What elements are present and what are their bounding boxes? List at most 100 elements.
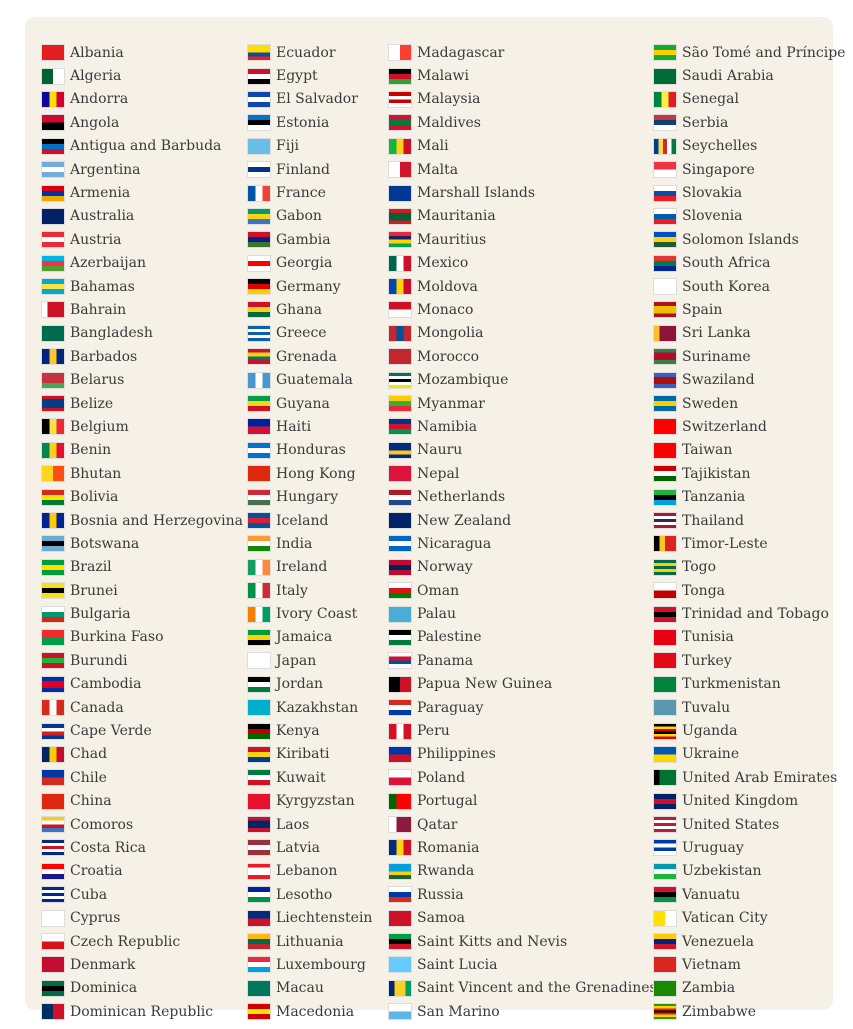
country-item[interactable]: Brunei <box>42 579 243 602</box>
country-item[interactable]: Comoros <box>42 813 243 836</box>
country-item[interactable]: Singapore <box>654 158 845 181</box>
country-item[interactable]: Uzbekistan <box>654 860 845 883</box>
country-item[interactable]: Germany <box>248 275 372 298</box>
country-item[interactable]: Malta <box>389 158 657 181</box>
country-item[interactable]: Peru <box>389 719 657 742</box>
country-item[interactable]: Cyprus <box>42 906 243 929</box>
country-item[interactable]: Dominica <box>42 977 243 1000</box>
country-item[interactable]: Togo <box>654 556 845 579</box>
country-item[interactable]: Jordan <box>248 673 372 696</box>
country-item[interactable]: Sri Lanka <box>654 322 845 345</box>
country-item[interactable]: Bosnia and Herzegovina <box>42 509 243 532</box>
country-item[interactable]: Samoa <box>389 906 657 929</box>
country-item[interactable]: Algeria <box>42 64 243 87</box>
country-item[interactable]: Tunisia <box>654 626 845 649</box>
country-item[interactable]: Ivory Coast <box>248 602 372 625</box>
country-item[interactable]: Nicaragua <box>389 532 657 555</box>
country-item[interactable]: Benin <box>42 439 243 462</box>
country-item[interactable]: Hong Kong <box>248 462 372 485</box>
country-item[interactable]: Slovakia <box>654 181 845 204</box>
country-item[interactable]: Monaco <box>389 298 657 321</box>
country-item[interactable]: Chad <box>42 743 243 766</box>
country-item[interactable]: Madagascar <box>389 41 657 64</box>
country-item[interactable]: United Kingdom <box>654 790 845 813</box>
country-item[interactable]: Belarus <box>42 368 243 391</box>
country-item[interactable]: Suriname <box>654 345 845 368</box>
country-item[interactable]: Mexico <box>389 252 657 275</box>
country-item[interactable]: Qatar <box>389 813 657 836</box>
country-item[interactable]: Laos <box>248 813 372 836</box>
country-item[interactable]: Antigua and Barbuda <box>42 135 243 158</box>
country-item[interactable]: Barbados <box>42 345 243 368</box>
country-item[interactable]: Turkey <box>654 649 845 672</box>
country-item[interactable]: India <box>248 532 372 555</box>
country-item[interactable]: Denmark <box>42 953 243 976</box>
country-item[interactable]: Bangladesh <box>42 322 243 345</box>
country-item[interactable]: Malawi <box>389 64 657 87</box>
country-item[interactable]: Burundi <box>42 649 243 672</box>
country-item[interactable]: Australia <box>42 205 243 228</box>
country-item[interactable]: Croatia <box>42 860 243 883</box>
country-item[interactable]: Saint Vincent and the Grenadines <box>389 977 657 1000</box>
country-item[interactable]: United States <box>654 813 845 836</box>
country-item[interactable]: San Marino <box>389 1000 657 1023</box>
country-item[interactable]: Bhutan <box>42 462 243 485</box>
country-item[interactable]: Vatican City <box>654 906 845 929</box>
country-item[interactable]: Cambodia <box>42 673 243 696</box>
country-item[interactable]: Armenia <box>42 181 243 204</box>
country-item[interactable]: Lebanon <box>248 860 372 883</box>
country-item[interactable]: Nepal <box>389 462 657 485</box>
country-item[interactable]: Venezuela <box>654 930 845 953</box>
country-item[interactable]: Dominican Republic <box>42 1000 243 1023</box>
country-item[interactable]: Bahrain <box>42 298 243 321</box>
country-item[interactable]: Slovenia <box>654 205 845 228</box>
country-item[interactable]: Thailand <box>654 509 845 532</box>
country-item[interactable]: Bahamas <box>42 275 243 298</box>
country-item[interactable]: Portugal <box>389 790 657 813</box>
country-item[interactable]: Cape Verde <box>42 719 243 742</box>
country-item[interactable]: Argentina <box>42 158 243 181</box>
country-item[interactable]: Tanzania <box>654 485 845 508</box>
country-item[interactable]: Spain <box>654 298 845 321</box>
country-item[interactable]: Senegal <box>654 88 845 111</box>
country-item[interactable]: Grenada <box>248 345 372 368</box>
country-item[interactable]: Swaziland <box>654 368 845 391</box>
country-item[interactable]: Honduras <box>248 439 372 462</box>
country-item[interactable]: Mongolia <box>389 322 657 345</box>
country-item[interactable]: São Tomé and Príncipe <box>654 41 845 64</box>
country-item[interactable]: Czech Republic <box>42 930 243 953</box>
country-item[interactable]: Turkmenistan <box>654 673 845 696</box>
country-item[interactable]: Switzerland <box>654 415 845 438</box>
country-item[interactable]: Serbia <box>654 111 845 134</box>
country-item[interactable]: Brazil <box>42 556 243 579</box>
country-item[interactable]: South Africa <box>654 252 845 275</box>
country-item[interactable]: Taiwan <box>654 439 845 462</box>
country-item[interactable]: Georgia <box>248 252 372 275</box>
country-item[interactable]: Tajikistan <box>654 462 845 485</box>
country-item[interactable]: Jamaica <box>248 626 372 649</box>
country-item[interactable]: Panama <box>389 649 657 672</box>
country-item[interactable]: Luxembourg <box>248 953 372 976</box>
country-item[interactable]: Latvia <box>248 836 372 859</box>
country-item[interactable]: Namibia <box>389 415 657 438</box>
country-item[interactable]: Macedonia <box>248 1000 372 1023</box>
country-item[interactable]: Angola <box>42 111 243 134</box>
country-item[interactable]: Kiribati <box>248 743 372 766</box>
country-item[interactable]: Seychelles <box>654 135 845 158</box>
country-item[interactable]: Estonia <box>248 111 372 134</box>
country-item[interactable]: Austria <box>42 228 243 251</box>
country-item[interactable]: Uruguay <box>654 836 845 859</box>
country-item[interactable]: Andorra <box>42 88 243 111</box>
country-item[interactable]: South Korea <box>654 275 845 298</box>
country-item[interactable]: Macau <box>248 977 372 1000</box>
country-item[interactable]: Zambia <box>654 977 845 1000</box>
country-item[interactable]: Lithuania <box>248 930 372 953</box>
country-item[interactable]: New Zealand <box>389 509 657 532</box>
country-item[interactable]: Mozambique <box>389 368 657 391</box>
country-item[interactable]: Rwanda <box>389 860 657 883</box>
country-item[interactable]: Moldova <box>389 275 657 298</box>
country-item[interactable]: China <box>42 790 243 813</box>
country-item[interactable]: Iceland <box>248 509 372 532</box>
country-item[interactable]: Belize <box>42 392 243 415</box>
country-item[interactable]: Vietnam <box>654 953 845 976</box>
